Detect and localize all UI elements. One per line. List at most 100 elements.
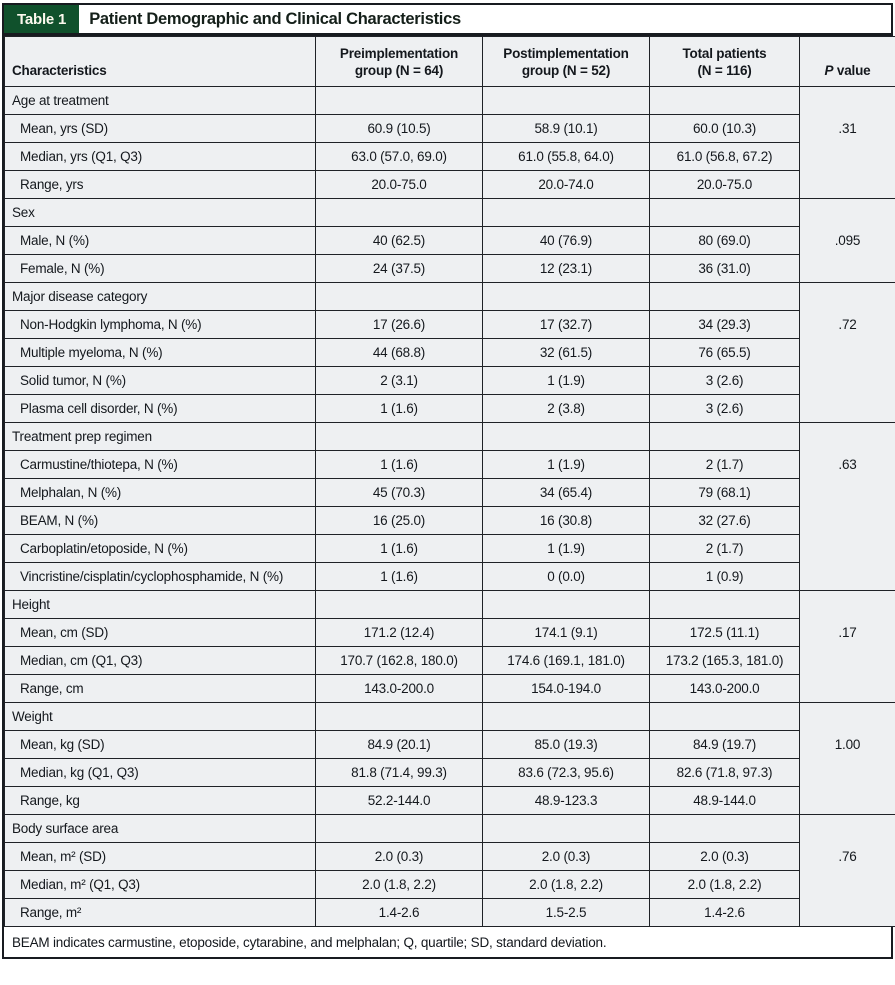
characteristic-label: Carboplatin/etoposide, N (%) [4,534,316,563]
value-cell: 170.7 (162.8, 180.0) [315,646,483,675]
value-cell: 32 (61.5) [482,338,650,367]
section-row: Weight 1.00 [4,702,895,815]
value-cell: 1.4-2.6 [649,898,800,927]
value-cell: 1 (1.9) [482,450,650,479]
value-cell: 12 (23.1) [482,254,650,283]
value-cell: 1.5-2.5 [482,898,650,927]
characteristic-label: Median, cm (Q1, Q3) [4,646,316,675]
p-value: .095 [834,233,861,248]
characteristic-label: Solid tumor, N (%) [4,366,316,395]
table-row: Carmustine/thiotepa, N (%) 1 (1.6) 1 (1.9)… [4,450,895,479]
table-row: Multiple myeloma, N (%) 44 (68.8) 32 (61.5… [4,338,895,367]
empty-cell [649,422,800,451]
empty-cell [315,86,483,115]
value-cell: 20.0-75.0 [315,170,483,199]
value-cell: 63.0 (57.0, 69.0) [315,142,483,171]
table-row: Mean, yrs (SD) 60.9 (10.5) 58.9 (10.1) 60.0… [4,114,895,143]
p-value-cell: .17 [799,590,895,703]
value-cell: 76 (65.5) [649,338,800,367]
value-cell: 172.5 (11.1) [649,618,800,647]
table-row: Mean, m² (SD) 2.0 (0.3) 2.0 (0.3) 2.0 (0.3) [4,842,895,871]
characteristic-label: Vincristine/cisplatin/cyclophosphamide, … [4,562,316,591]
p-value-cell: .72 [799,282,895,423]
value-cell: 2 (1.7) [649,450,800,479]
section-label: Treatment prep regimen [4,422,316,451]
value-cell: 61.0 (56.8, 67.2) [649,142,800,171]
characteristic-label: BEAM, N (%) [4,506,316,535]
empty-cell [482,702,650,731]
section-row: Major disease category .72 [4,282,895,423]
p-value-cell: 1.00 [799,702,895,815]
empty-cell [315,814,483,843]
p-value: .31 [838,121,857,136]
table-row: Plasma cell disorder, N (%) 1 (1.6) 2 (3.8… [4,394,895,423]
value-cell: 1.4-2.6 [315,898,483,927]
value-cell: 171.2 (12.4) [315,618,483,647]
characteristic-label: Range, kg [4,786,316,815]
p-value: 1.00 [834,737,861,752]
empty-cell [315,590,483,619]
value-cell: 2.0 (1.8, 2.2) [315,870,483,899]
section-label: Major disease category [4,282,316,311]
value-cell: 3 (2.6) [649,366,800,395]
table-titlebar: Table 1 Patient Demographic and Clinical… [4,5,891,36]
column-header-characteristics: Characteristics [4,36,316,87]
value-cell: 82.6 (71.8, 97.3) [649,758,800,787]
table-row: Vincristine/cisplatin/cyclophosphamide, … [4,562,895,591]
p-value: .72 [838,317,857,332]
value-cell: 58.9 (10.1) [482,114,650,143]
value-cell: 0 (0.0) [482,562,650,591]
table-frame: Table 1 Patient Demographic and Clinical… [2,3,895,959]
section-row: Body surface area .76 [4,814,895,927]
empty-cell [482,198,650,227]
value-cell: 20.0-74.0 [482,170,650,199]
table-row: Median, m² (Q1, Q3) 2.0 (1.8, 2.2) 2.0 (1.… [4,870,895,899]
empty-cell [649,86,800,115]
value-cell: 80 (69.0) [649,226,800,255]
empty-cell [649,702,800,731]
value-cell: 60.9 (10.5) [315,114,483,143]
section-row: Sex .095 [4,198,895,283]
section-row: Treatment prep regimen .63 [4,422,895,591]
value-cell: 2 (3.1) [315,366,483,395]
table-row: Median, cm (Q1, Q3) 170.7 (162.8, 180.0) 1… [4,646,895,675]
empty-cell [315,198,483,227]
characteristics-table: Characteristics Preimplementation group (N… [4,36,895,927]
value-cell: 1 (1.6) [315,450,483,479]
value-cell: 24 (37.5) [315,254,483,283]
value-cell: 1 (0.9) [649,562,800,591]
characteristic-label: Multiple myeloma, N (%) [4,338,316,367]
table-row: Carboplatin/etoposide, N (%) 1 (1.6) 1 (1.… [4,534,895,563]
empty-cell [315,702,483,731]
value-cell: 143.0-200.0 [315,674,483,703]
value-cell: 1 (1.6) [315,562,483,591]
value-cell: 17 (32.7) [482,310,650,339]
table-number-label: Table 1 [4,5,80,33]
value-cell: 2.0 (0.3) [315,842,483,871]
table-row: Mean, kg (SD) 84.9 (20.1) 85.0 (19.3) 84.9 … [4,730,895,759]
value-cell: 79 (68.1) [649,478,800,507]
value-cell: 2.0 (0.3) [649,842,800,871]
value-cell: 81.8 (71.4, 99.3) [315,758,483,787]
table-row: Median, kg (Q1, Q3) 81.8 (71.4, 99.3) 83.6… [4,758,895,787]
table-row: Median, yrs (Q1, Q3) 63.0 (57.0, 69.0) 61.… [4,142,895,171]
characteristic-label: Median, yrs (Q1, Q3) [4,142,316,171]
value-cell: 34 (65.4) [482,478,650,507]
characteristic-label: Mean, cm (SD) [4,618,316,647]
empty-cell [649,814,800,843]
table-row: Male, N (%) 40 (62.5) 40 (76.9) 80 (69.0) [4,226,895,255]
p-value-cell: .095 [799,198,895,283]
value-cell: 1 (1.6) [315,394,483,423]
table-row: Female, N (%) 24 (37.5) 12 (23.1) 36 (31.0) [4,254,895,283]
table-row: Range, yrs 20.0-75.0 20.0-74.0 20.0-75.0 [4,170,895,199]
value-cell: 83.6 (72.3, 95.6) [482,758,650,787]
table-row: Range, kg 52.2-144.0 48.9-123.3 48.9-144.0 [4,786,895,815]
characteristic-label: Mean, yrs (SD) [4,114,316,143]
characteristic-label: Range, cm [4,674,316,703]
characteristic-label: Mean, kg (SD) [4,730,316,759]
column-header-p-value: P value [799,36,895,87]
characteristic-label: Carmustine/thiotepa, N (%) [4,450,316,479]
empty-cell [482,422,650,451]
table-row: Range, cm 143.0-200.0 154.0-194.0 143.0-200… [4,674,895,703]
characteristic-label: Non-Hodgkin lymphoma, N (%) [4,310,316,339]
